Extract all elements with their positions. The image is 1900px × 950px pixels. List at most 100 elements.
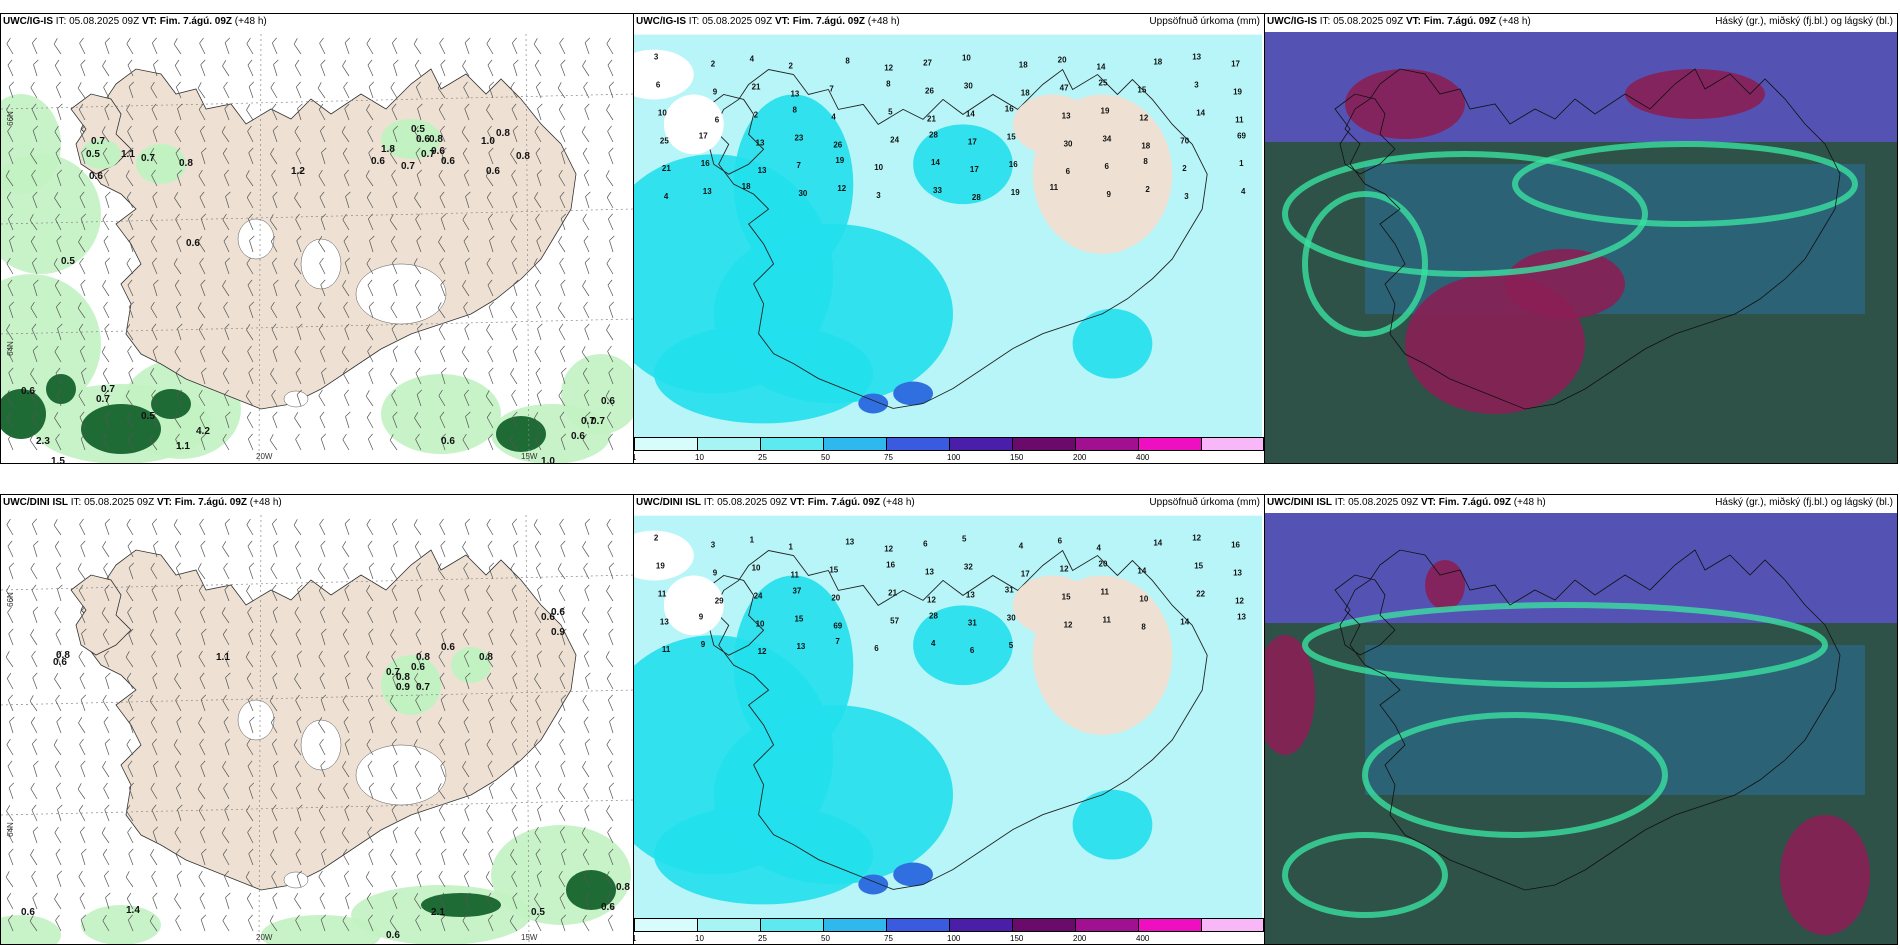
wind-barb <box>175 81 182 99</box>
glacier <box>237 218 275 260</box>
wind-barb <box>440 914 447 932</box>
value-label: 13 <box>1192 53 1201 62</box>
value-label: 19 <box>1011 188 1020 197</box>
value-label: 70 <box>1180 136 1189 145</box>
wind-barb <box>342 433 350 451</box>
value-label: 19 <box>835 156 844 165</box>
header-left: UWC/DINI ISL IT: 05.08.2025 09Z VT: Fim.… <box>1267 497 1546 508</box>
wind-barb <box>247 540 254 558</box>
wind-barb <box>5 651 14 668</box>
wind-barb <box>365 651 374 668</box>
wind-barb <box>487 914 494 932</box>
wind-barb <box>103 81 110 99</box>
wind-barb <box>342 59 350 77</box>
wind-barb <box>126 191 134 209</box>
value-label: 11 <box>1235 115 1244 124</box>
wind-barb <box>8 81 15 99</box>
wind-barb <box>153 760 159 778</box>
wind-barb <box>175 628 182 646</box>
wind-barb <box>558 103 566 121</box>
wind-barb <box>198 584 206 602</box>
wind-barb <box>342 760 350 778</box>
panel-cloud-igis: UWC/IG-IS IT: 05.08.2025 09Z VT: Fim. 7.… <box>1264 13 1898 464</box>
colorbar-swatch: 50 <box>821 918 886 943</box>
wind-barb <box>80 433 87 451</box>
wind-barb <box>537 584 543 602</box>
grid-line <box>258 33 262 463</box>
wind-barb <box>413 38 422 55</box>
wind-barb <box>489 235 495 253</box>
wind-barb <box>486 672 494 690</box>
wind-barb <box>558 716 566 734</box>
field-title: Háský (gr.), miðský (fj.bl.) og lágský (… <box>1715 16 1893 27</box>
wind-barb <box>247 279 254 297</box>
wind-barb <box>511 870 518 888</box>
wind-barb <box>176 716 182 734</box>
wind-barb <box>127 345 134 363</box>
value-label: 69 <box>1237 131 1246 140</box>
wind-barb <box>272 345 279 363</box>
wind-barb <box>127 213 134 231</box>
axis-label: 64N <box>5 822 15 837</box>
wind-barb <box>511 518 518 536</box>
wind-barb <box>199 518 206 536</box>
wind-barb <box>510 848 518 866</box>
value-label: 26 <box>833 140 842 149</box>
wind-barb <box>486 584 494 602</box>
wind-barb <box>127 125 134 143</box>
wind-barb <box>390 367 398 385</box>
value-label: 0.7 <box>401 161 415 172</box>
westfjords <box>70 574 132 656</box>
wind-barb <box>293 38 302 55</box>
precip-area <box>381 374 501 454</box>
wind-barb <box>438 389 446 407</box>
wind-barb <box>246 257 254 275</box>
grid-line <box>258 514 262 944</box>
wind-barb <box>343 235 350 253</box>
wind-barb <box>248 367 254 385</box>
value-label: 28 <box>972 193 981 202</box>
value-label: 18 <box>1021 88 1030 97</box>
wind-barb <box>56 169 63 187</box>
colorbar-swatch <box>1201 918 1264 932</box>
wind-barb <box>439 518 446 536</box>
wind-barb <box>247 59 254 77</box>
value-label: 0.8 <box>516 151 530 162</box>
colorbar-swatch: 150 <box>1010 437 1075 462</box>
wind-barb <box>269 695 278 712</box>
wind-barb <box>30 235 38 253</box>
wind-barb <box>582 433 590 451</box>
valid-time: Fim. 7.ágú. 09Z <box>807 497 880 508</box>
wind-barb <box>127 606 134 624</box>
wind-barb <box>55 81 62 99</box>
wind-barb <box>81 147 87 165</box>
value-label: 7 <box>796 161 801 170</box>
value-label: 30 <box>1064 139 1073 148</box>
wind-barb <box>392 826 399 844</box>
wind-barb <box>535 81 542 99</box>
wind-barb <box>104 804 110 822</box>
wind-barb <box>296 716 302 734</box>
wind-barb <box>246 411 254 429</box>
wind-barb <box>125 390 134 407</box>
wind-barb <box>513 279 519 297</box>
value-label: 1.5 <box>51 456 65 463</box>
wind-barb <box>177 103 183 121</box>
wind-barb <box>104 738 111 756</box>
value-label: 1.0 <box>541 456 555 463</box>
wind-barb <box>273 760 279 778</box>
wind-barb <box>126 584 134 602</box>
wind-barb <box>462 367 470 385</box>
wind-barb <box>342 694 350 712</box>
wind-barb <box>248 848 254 866</box>
precip-area <box>381 655 441 715</box>
wind-barb <box>79 257 86 275</box>
wind-barb <box>415 147 422 165</box>
wind-barb <box>103 235 110 253</box>
wind-barb <box>489 716 495 734</box>
wind-barb <box>464 518 471 536</box>
value-label: 14 <box>1097 63 1106 72</box>
wind-barb <box>126 518 134 536</box>
wind-barb <box>342 367 350 385</box>
wind-barb <box>273 59 279 77</box>
